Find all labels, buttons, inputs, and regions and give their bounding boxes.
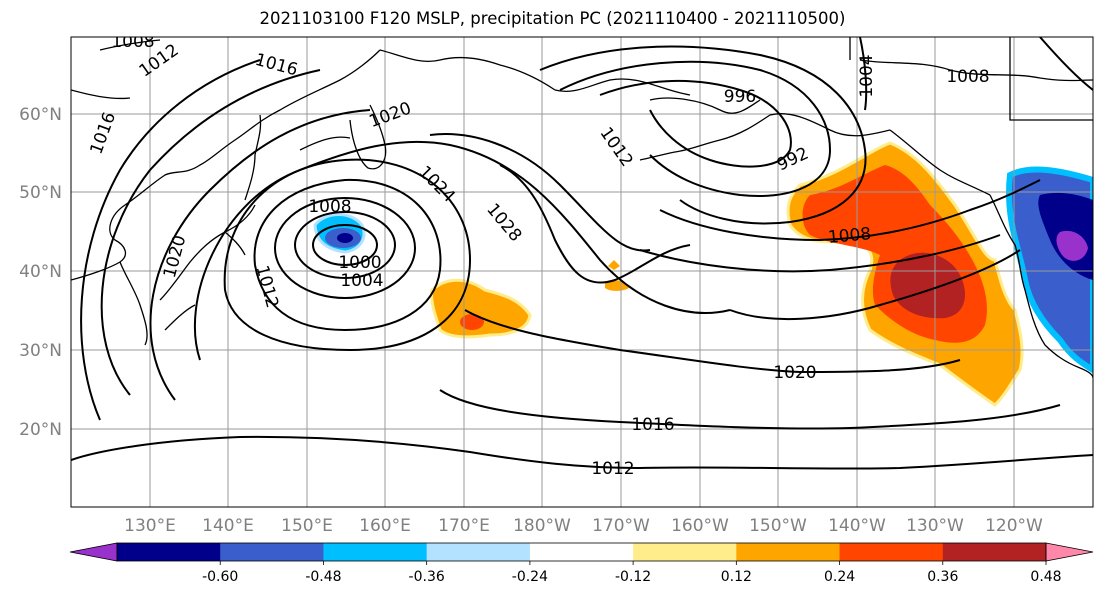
colorbar-tick-label: -0.12 <box>615 569 651 585</box>
longitude-labels: 130°E 140°E 150°E 160°E 170°E 180°W 170°… <box>124 516 1043 536</box>
lon-label: 130°W <box>906 516 964 536</box>
isobar-label: 1020 <box>367 99 414 133</box>
colorbar-bin <box>529 543 634 561</box>
isobar-label: 1024 <box>414 162 459 207</box>
isobar-label: 1012 <box>595 124 636 171</box>
lat-label: 40°N <box>19 262 62 282</box>
colorbar-tick-label: -0.60 <box>202 569 238 585</box>
colorbar-bin <box>736 543 841 561</box>
colorbar-bin <box>839 543 944 561</box>
isobar-label: 1016 <box>253 50 300 81</box>
precip-negative-japan-low <box>313 213 366 254</box>
isobar-label: 1004 <box>857 54 877 97</box>
latitude-labels: 60°N 50°N 40°N 30°N 20°N <box>19 105 62 440</box>
lon-label: 170°E <box>438 516 490 536</box>
coastlines <box>71 37 1093 379</box>
isobar-label: 1016 <box>87 110 121 157</box>
isobar-label: 1012 <box>252 263 283 310</box>
lat-label: 30°N <box>19 341 62 361</box>
lat-label: 20°N <box>19 420 62 440</box>
precip-positive-east-pacific <box>786 141 1024 407</box>
colorbar-tick-label: 0.24 <box>824 569 855 585</box>
lat-label: 60°N <box>19 105 62 125</box>
lon-label: 140°E <box>202 516 254 536</box>
map-title: 2021103100 F120 MSLP, precipitation PC (… <box>259 9 846 28</box>
colorbar-tick-label: 0.48 <box>1030 569 1061 585</box>
colorbar-tick-label: -0.36 <box>409 569 445 585</box>
isobar-label: 1008 <box>946 67 989 87</box>
lon-label: 150°W <box>749 516 807 536</box>
lon-label: 140°W <box>828 516 886 536</box>
lon-label: 170°W <box>592 516 650 536</box>
colorbar-bin <box>220 543 324 561</box>
isobar-label: 1000 <box>338 253 381 273</box>
isobar-label: 996 <box>724 87 756 107</box>
colorbar-tick-label: -0.48 <box>305 569 341 585</box>
precip-negative-west-coast <box>1006 166 1093 374</box>
colorbar-bin <box>633 543 737 561</box>
colorbar-tick-label: -0.24 <box>512 569 548 585</box>
isobar-label: 992 <box>774 144 812 176</box>
map-frame <box>70 36 1094 508</box>
isobar-labels: 1008 1012 1016 1016 1020 1020 1024 1028 … <box>87 32 990 479</box>
isobar-label: 1008 <box>111 32 154 52</box>
isobar-label: 1008 <box>308 197 351 217</box>
isobar-label: 1012 <box>591 459 634 479</box>
colorbar-bin <box>942 543 1047 561</box>
colorbar-extend-max <box>1045 542 1094 562</box>
lon-label: 120°W <box>985 516 1043 536</box>
colorbar-extend-min <box>69 542 118 562</box>
colorbar-tick-label: 0.36 <box>927 569 958 585</box>
colorbar: -0.60 -0.48 -0.36 -0.24 -0.12 0.12 0.24 0.36 0.4… <box>69 542 1094 585</box>
map-plot-area: 1008 1012 1016 1016 1020 1020 1024 1028 … <box>71 32 1093 507</box>
lon-label: 180°W <box>513 516 571 536</box>
isobar-label: 1016 <box>631 415 674 435</box>
colorbar-bin <box>426 543 531 561</box>
colorbar-bin <box>323 543 428 561</box>
lon-label: 150°E <box>281 516 333 536</box>
lon-label: 160°E <box>359 516 411 536</box>
colorbar-outline <box>116 542 1047 562</box>
isobar-label: 1020 <box>160 233 191 280</box>
isobar-label: 1008 <box>827 224 872 248</box>
lon-label: 130°E <box>124 516 176 536</box>
lon-label: 160°W <box>671 516 729 536</box>
colorbar-tick-label: 0.12 <box>721 569 752 585</box>
colorbar-bin <box>117 543 221 561</box>
isobars <box>71 37 1093 470</box>
lat-label: 50°N <box>19 183 62 203</box>
isobar-label: 1028 <box>482 200 525 246</box>
isobar-label: 1020 <box>773 363 816 383</box>
isobar-label: 1004 <box>340 271 383 291</box>
